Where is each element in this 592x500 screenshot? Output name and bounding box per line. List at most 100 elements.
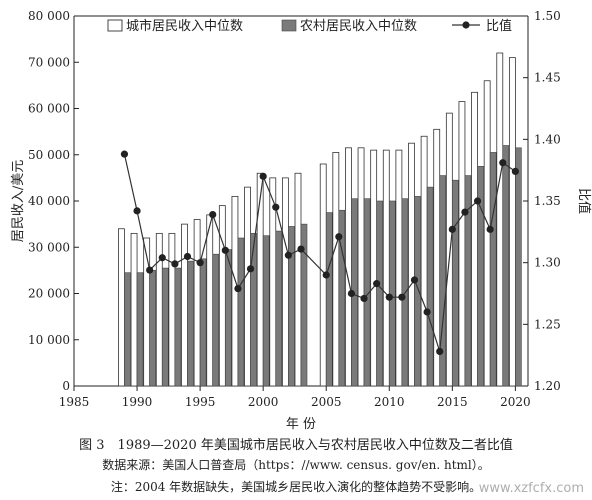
bar-urban-2016 xyxy=(459,102,465,386)
bar-urban-1989 xyxy=(118,229,124,386)
bar-urban-2015 xyxy=(446,113,452,386)
bar-rural-2015 xyxy=(452,180,458,386)
bar-rural-1996 xyxy=(213,254,219,386)
x-axis-label: 年 份 xyxy=(286,417,316,430)
ratio-point-2006 xyxy=(335,233,342,240)
ratio-point-1993 xyxy=(171,260,178,267)
ratio-point-1997 xyxy=(222,247,229,254)
ratio-point-1996 xyxy=(209,211,216,218)
y-left-tick-label: 50 000 xyxy=(28,148,70,162)
bar-rural-2000 xyxy=(263,236,269,386)
ratio-point-2011 xyxy=(398,294,405,301)
bar-rural-1997 xyxy=(225,250,231,386)
bar-urban-2018 xyxy=(484,81,490,386)
ratio-point-2012 xyxy=(411,276,418,283)
legend-rural-swatch xyxy=(282,20,296,31)
bar-rural-2005 xyxy=(326,213,332,386)
bar-rural-2002 xyxy=(288,226,294,386)
bar-rural-1992 xyxy=(162,268,168,386)
bar-urban-1991 xyxy=(144,238,150,386)
ratio-point-1999 xyxy=(247,265,254,272)
watermark: www.xzfcfx.com xyxy=(479,481,584,496)
bar-rural-1994 xyxy=(188,261,194,386)
ratio-point-2000 xyxy=(260,173,267,180)
bar-rural-2010 xyxy=(389,201,395,386)
bar-rural-1991 xyxy=(150,270,156,386)
ratio-point-1998 xyxy=(234,285,241,292)
bar-urban-1994 xyxy=(182,224,188,386)
y-left-tick-label: 40 000 xyxy=(28,194,70,208)
x-tick-label: 2020 xyxy=(500,395,531,409)
bar-urban-2003 xyxy=(295,173,301,386)
bar-urban-2000 xyxy=(257,173,263,386)
y-left-tick-label: 80 000 xyxy=(28,9,70,23)
bar-rural-2013 xyxy=(427,187,433,386)
bar-urban-2008 xyxy=(358,148,364,386)
y-left-tick-label: 60 000 xyxy=(28,102,70,116)
y-left-tick-label: 10 000 xyxy=(28,333,70,347)
bar-rural-2012 xyxy=(415,196,421,386)
ratio-point-1990 xyxy=(133,207,140,214)
ratio-point-2014 xyxy=(436,348,443,355)
legend-urban-label: 城市居民收入中位数 xyxy=(126,18,243,34)
ratio-point-2003 xyxy=(297,246,304,253)
y-left-tick-label: 0 xyxy=(62,379,70,393)
y-right-tick-label: 1.50 xyxy=(534,9,561,23)
ratio-point-2015 xyxy=(449,226,456,233)
x-tick-label: 2010 xyxy=(374,395,405,409)
ratio-point-2008 xyxy=(360,295,367,302)
bar-urban-2013 xyxy=(421,136,427,386)
bar-rural-2001 xyxy=(276,231,282,386)
x-tick-label: 1985 xyxy=(59,395,90,409)
legend-urban-swatch xyxy=(108,20,122,31)
bar-urban-2019 xyxy=(497,53,503,386)
ratio-point-2013 xyxy=(424,308,431,315)
bar-urban-2017 xyxy=(472,92,478,386)
bar-urban-1996 xyxy=(207,215,213,386)
legend-rural-label: 农村居民收入中位数 xyxy=(300,19,417,34)
bar-urban-1993 xyxy=(169,233,175,386)
bar-rural-1998 xyxy=(238,238,244,386)
bar-rural-1990 xyxy=(137,273,143,386)
bar-urban-2010 xyxy=(383,150,389,386)
ratio-point-2016 xyxy=(461,209,468,216)
y-right-tick-label: 1.25 xyxy=(534,317,561,331)
ratio-point-2007 xyxy=(348,290,355,297)
y-axis-left-label: 居民收入/美元 xyxy=(11,160,26,242)
y-right-tick-label: 1.40 xyxy=(534,132,561,146)
x-tick-label: 2000 xyxy=(248,395,279,409)
bar-urban-2011 xyxy=(396,150,402,386)
legend-ratio-marker xyxy=(462,21,469,28)
y-right-tick-label: 1.20 xyxy=(534,379,561,393)
bar-rural-2018 xyxy=(490,152,496,386)
bar-urban-1997 xyxy=(219,206,225,386)
figure-caption-title: 图 3 1989—2020 年美国城市居民收入与农村居民收入中位数及二者比值 xyxy=(0,434,592,453)
bar-urban-2020 xyxy=(509,58,515,386)
figure-caption-source: 数据来源：美国人口普查局（https：//www. census. gov/en… xyxy=(0,456,592,473)
x-tick-label: 1995 xyxy=(185,395,216,409)
bar-urban-1999 xyxy=(245,187,251,386)
bar-rural-2019 xyxy=(503,146,509,387)
ratio-point-1991 xyxy=(146,266,153,273)
y-right-tick-label: 1.30 xyxy=(534,256,561,270)
bar-rural-1993 xyxy=(175,268,181,386)
y-left-tick-label: 20 000 xyxy=(28,287,70,301)
bar-rural-1995 xyxy=(200,259,206,386)
bar-urban-2009 xyxy=(371,150,377,386)
y-right-tick-label: 1.35 xyxy=(534,194,561,208)
ratio-point-1994 xyxy=(184,253,191,260)
ratio-point-1992 xyxy=(159,254,166,261)
bar-rural-1989 xyxy=(124,273,130,386)
x-tick-label: 2015 xyxy=(437,395,468,409)
ratio-point-2001 xyxy=(272,204,279,211)
ratio-point-2005 xyxy=(323,271,330,278)
ratio-point-2019 xyxy=(499,159,506,166)
ratio-point-2017 xyxy=(474,197,481,204)
ratio-point-1995 xyxy=(197,259,204,266)
bar-rural-2009 xyxy=(377,201,383,386)
ratio-point-2010 xyxy=(386,294,393,301)
chart: 0 10 000 20 000 30 000 40 000 50 000 60 000 70 … xyxy=(0,0,592,430)
bar-rural-2020 xyxy=(515,148,521,386)
legend-ratio-label: 比值 xyxy=(486,18,512,34)
ratio-point-2018 xyxy=(487,226,494,233)
